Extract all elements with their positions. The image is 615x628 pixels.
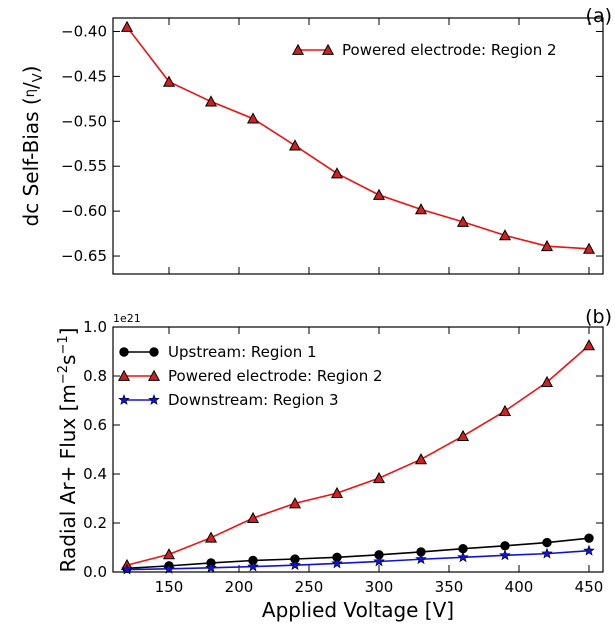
panel-b-series-2-point [582, 339, 596, 351]
panel-b-series-3-point [163, 562, 175, 574]
panel-b-series-3-point [541, 547, 553, 559]
panel-a-legend-marker [321, 43, 335, 55]
panel-b-series-3-point [415, 553, 427, 565]
panel-b-series [120, 339, 596, 575]
panel-b-y-tick-label: 1.0 [83, 318, 107, 336]
panel-a-y-tick-label: −0.45 [61, 67, 107, 85]
panel-a-x-ticks [168, 18, 590, 274]
panel-a-legend: Powered electrode: Region 2 [291, 41, 557, 59]
panel-b-legend-marker [119, 347, 129, 357]
panel-b-series-line-2 [126, 344, 590, 566]
panel-b-legend-marker [117, 369, 131, 381]
panel-a-series-1-point [582, 242, 596, 254]
panel-b-x-tick-label: 200 [225, 578, 254, 596]
panel-a-series-1-point [330, 167, 344, 179]
panel-b-label: (b) [585, 306, 612, 328]
panel-b-y-tick-label: 0.0 [83, 563, 107, 581]
panel-a-y-axis-label: dc Self-Bias (η/V) [19, 66, 46, 227]
panel-a-series-1-point [162, 75, 176, 87]
panel-b-series-3-point [373, 555, 385, 567]
panel-a-y-tick-label: −0.55 [61, 157, 107, 175]
panel-b-series-line-1 [126, 537, 590, 570]
panel-b-series-2-point [540, 375, 554, 388]
panel-b-series-2-point [288, 497, 302, 509]
panel-a-series-1-point [540, 239, 554, 252]
panel-a-self-bias: (a) −0.40 −0.45 −0.50 −0.55 −0.60 −0.65 dc Se… [19, 5, 612, 275]
panel-a-y-ticks: −0.40 −0.45 −0.50 −0.55 −0.60 −0.65 [61, 22, 603, 265]
panel-b-legend-marker [148, 393, 160, 405]
panel-b-series-2-point [330, 486, 344, 499]
panel-b-series-2-point [162, 548, 176, 560]
panel-b-y-axis-label: Radial Ar+ Flux [m−2s−1] [56, 328, 80, 573]
panel-b-series-1-point [584, 533, 594, 543]
panel-a-y-tick-label: −0.50 [61, 112, 107, 130]
panel-a-y-tick-label: −0.65 [61, 247, 107, 265]
panel-b-legend-entry: Upstream: Region 1 [168, 343, 317, 361]
panel-a-series-line-1 [126, 26, 590, 250]
panel-a-y-tick-label: −0.40 [61, 22, 107, 40]
panel-b-series-3-point [499, 549, 511, 561]
panel-b-y-tick-label: 0.8 [83, 367, 107, 385]
panel-b-x-tick-label: 350 [435, 578, 464, 596]
panel-b-x-tick-label: 400 [505, 578, 534, 596]
panel-b-radial-flux: (b) 1e21 0.0 0.2 0.4 0.6 0.8 1.0 150 200 250 300… [56, 306, 612, 622]
panel-a-series-1-point [246, 112, 260, 124]
panel-a-legend-marker [291, 43, 305, 55]
panel-b-legend-entry: Powered electrode: Region 2 [168, 367, 383, 385]
panel-b-series-3-point [205, 561, 217, 573]
panel-a-series-1-point [204, 95, 218, 107]
panel-a-series-1-point [498, 229, 512, 241]
panel-b-series-2-point [498, 404, 512, 416]
panel-b-series-3-point [289, 559, 301, 571]
panel-b-series-3-point [457, 551, 469, 563]
panel-b-series-1-point [542, 537, 552, 548]
panel-a-series-1-point [456, 215, 470, 227]
panel-b-legend-marker [118, 393, 130, 405]
panel-b-offset-label: 1e21 [113, 312, 141, 325]
panel-b-series-3-point [247, 560, 259, 572]
panel-a-legend-entry: Powered electrode: Region 2 [342, 41, 557, 59]
panel-b-series-2-point [414, 453, 428, 465]
panel-b-x-tick-label: 250 [295, 578, 324, 596]
panel-b-x-tick-label: 300 [365, 578, 394, 596]
panel-b-y-tick-label: 0.2 [83, 514, 107, 532]
panel-b-x-axis-label: Applied Voltage [V] [262, 598, 454, 622]
panel-b-frame [112, 326, 604, 573]
panel-b-series-line-3 [126, 549, 590, 571]
panel-b-y-tick-label: 0.6 [83, 416, 107, 434]
panel-b-x-tick-label: 150 [155, 578, 184, 596]
panel-a-series-1-point [288, 139, 302, 151]
panel-b-series-3-point [331, 557, 343, 569]
panel-a-frame [112, 17, 604, 275]
panel-b-series-2-point [456, 429, 470, 441]
panel-b-series-1-point [500, 541, 510, 551]
panel-b-series-2-point [372, 471, 386, 484]
panel-b-y-tick-label: 0.4 [83, 465, 107, 483]
panel-b-legend-marker [147, 369, 161, 381]
panel-b-y-ticks: 0.0 0.2 0.4 0.6 0.8 1.0 [83, 318, 603, 581]
panel-b-series-3-point [583, 544, 595, 556]
panel-b-legend-marker [149, 347, 159, 357]
panel-a-series-1-point [120, 20, 134, 32]
panel-b-x-tick-label: 450 [575, 578, 604, 596]
panel-a-label: (a) [586, 5, 612, 27]
panel-a-series-1-point [372, 188, 386, 200]
panel-b-series-2-point [204, 531, 218, 543]
panel-b-legend: Upstream: Region 1 Powered electrode: Reg… [117, 343, 383, 409]
panel-a-y-tick-label: −0.60 [61, 202, 107, 220]
panel-b-series-2-point [246, 511, 260, 524]
panel-a-series [120, 20, 596, 254]
panel-b-legend-entry: Downstream: Region 3 [168, 391, 339, 409]
panel-a-series-1-point [414, 203, 428, 215]
panel-b-series-3-point [121, 563, 133, 575]
panel-b-x-ticks: 150 200 250 300 350 400 450 [155, 327, 604, 596]
